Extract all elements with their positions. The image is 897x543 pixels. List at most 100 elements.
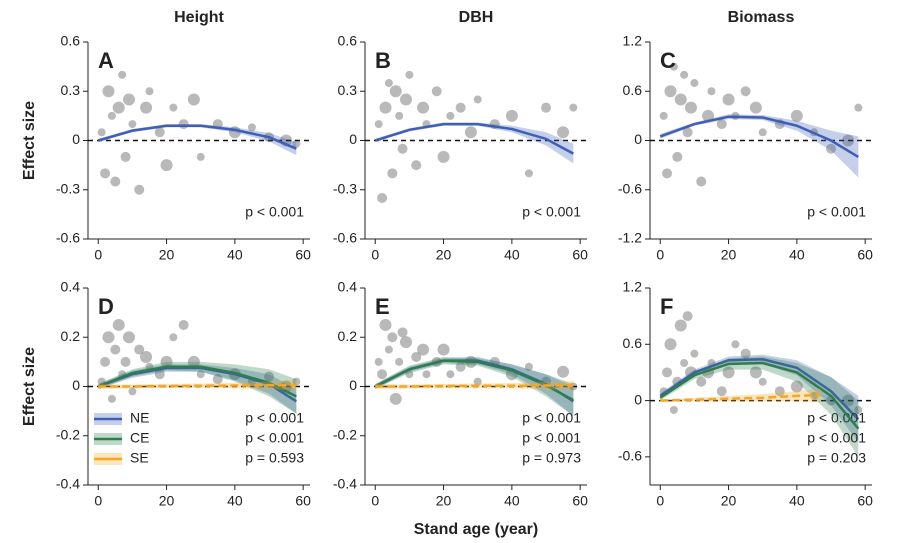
point <box>169 103 178 112</box>
point <box>397 143 408 154</box>
legend-label: NE <box>130 410 149 426</box>
y-tick-label: -0.2 <box>333 426 357 442</box>
point <box>102 85 115 98</box>
point <box>110 176 121 187</box>
point <box>758 377 767 386</box>
point <box>809 391 818 400</box>
point <box>112 101 125 114</box>
point <box>384 345 393 354</box>
y-tick-label: 0.3 <box>338 82 358 98</box>
point <box>684 101 697 114</box>
point <box>674 93 687 106</box>
x-tick-label: 60 <box>572 247 588 263</box>
point <box>212 374 223 385</box>
column-title: DBH <box>459 9 494 26</box>
y-tick-label: 0 <box>72 131 80 147</box>
point <box>674 319 687 332</box>
point <box>716 386 727 397</box>
point <box>128 387 137 396</box>
point <box>854 103 863 112</box>
point <box>160 355 173 368</box>
point <box>100 168 111 179</box>
p-value: p < 0.001 <box>807 430 866 446</box>
point <box>722 93 735 106</box>
panel-label: B <box>375 48 391 73</box>
y-tick-label: -0.4 <box>56 476 80 492</box>
y-tick-label: -0.6 <box>333 230 357 246</box>
point <box>377 192 388 203</box>
point <box>696 176 707 187</box>
x-tick-label: 60 <box>572 493 588 509</box>
point <box>659 111 668 120</box>
point <box>669 405 678 414</box>
point <box>774 386 785 397</box>
point <box>399 336 412 349</box>
point <box>264 371 275 382</box>
x-tick-label: 20 <box>721 247 737 263</box>
fit-line <box>659 115 859 158</box>
y-tick-label: -1.2 <box>618 230 642 246</box>
point <box>379 101 392 114</box>
point <box>696 376 707 387</box>
point <box>102 331 115 344</box>
point <box>557 126 570 139</box>
point <box>473 95 482 104</box>
confidence-band <box>98 361 297 414</box>
x-tick-label: 0 <box>656 247 664 263</box>
point <box>749 366 762 379</box>
y-tick-label: -0.2 <box>56 426 80 442</box>
y-tick-label: -0.6 <box>618 448 642 464</box>
x-axis-label: Stand age (year) <box>414 521 538 538</box>
point <box>662 168 673 179</box>
point <box>854 405 863 414</box>
y-axis-label: Effect size <box>21 101 38 180</box>
x-tick-label: 0 <box>94 247 102 263</box>
point <box>417 343 430 356</box>
point <box>122 331 135 344</box>
y-tick-label: 0 <box>634 391 642 407</box>
point <box>716 119 727 130</box>
point <box>664 338 677 351</box>
point <box>97 128 106 137</box>
point <box>187 355 200 368</box>
point <box>384 79 393 88</box>
p-value: p < 0.001 <box>807 204 866 220</box>
fit-line <box>97 124 297 150</box>
point <box>118 70 127 79</box>
confidence-band <box>660 114 859 178</box>
point <box>690 349 699 358</box>
x-tick-label: 40 <box>504 247 520 263</box>
x-tick-label: 20 <box>721 493 737 509</box>
panel-label: D <box>98 294 114 319</box>
point <box>395 357 404 366</box>
x-tick-label: 60 <box>857 247 873 263</box>
point <box>140 101 153 114</box>
x-tick-label: 0 <box>371 247 379 263</box>
y-axis-label: Effect size <box>21 347 38 426</box>
panel-label: F <box>660 294 673 319</box>
y-tick-label: 0.4 <box>61 279 81 295</box>
x-tick-label: 0 <box>94 493 102 509</box>
point <box>422 370 431 379</box>
point <box>702 109 715 122</box>
point <box>680 359 689 368</box>
point <box>107 394 116 403</box>
x-tick-label: 20 <box>159 247 175 263</box>
fit-line <box>375 384 574 388</box>
point <box>790 109 803 122</box>
point <box>417 101 430 114</box>
x-tick-label: 20 <box>436 493 452 509</box>
p-value: p < 0.001 <box>522 430 581 446</box>
point <box>758 128 767 137</box>
point <box>682 311 693 322</box>
point <box>395 111 404 120</box>
point <box>145 87 154 96</box>
x-tick-label: 40 <box>789 247 805 263</box>
y-tick-label: 0.3 <box>61 82 81 98</box>
p-value: p = 0.973 <box>522 450 581 466</box>
x-tick-label: 0 <box>371 493 379 509</box>
fit-line <box>659 361 860 430</box>
fit-line <box>374 122 574 155</box>
x-tick-label: 40 <box>504 493 520 509</box>
x-tick-label: 60 <box>295 493 311 509</box>
